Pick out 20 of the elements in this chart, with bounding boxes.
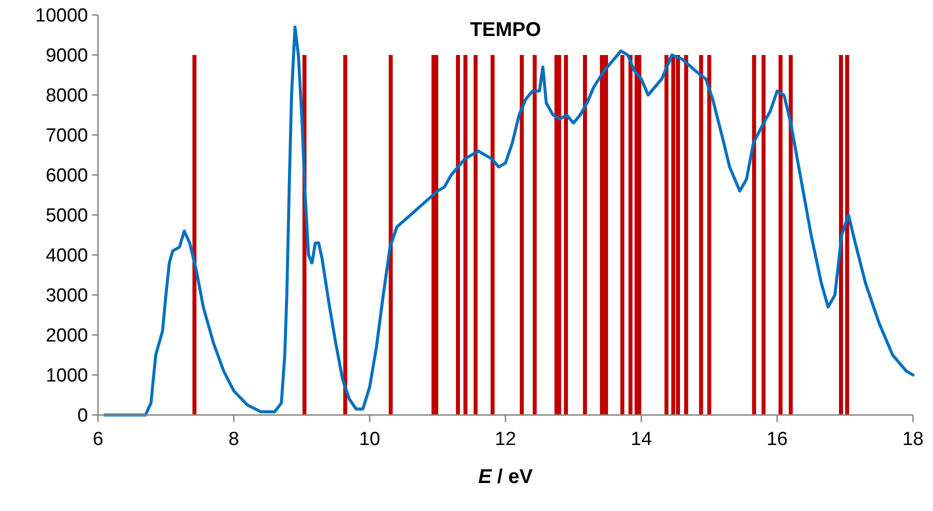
x-tick-label: 16 — [766, 429, 788, 450]
x-tick-label: 6 — [92, 429, 104, 450]
x-tick-label: 8 — [228, 429, 240, 450]
y-tick-label: 2000 — [46, 326, 88, 347]
y-tick-label: 7000 — [46, 126, 88, 147]
x-tick-label: 12 — [494, 429, 516, 450]
y-tick-label: 5000 — [46, 206, 88, 227]
y-tick-label: 6000 — [46, 166, 88, 187]
x-tick-label: 18 — [902, 429, 924, 450]
y-tick-label: 9000 — [46, 46, 88, 67]
chart-title: TEMPO — [470, 19, 542, 41]
x-axis-title: E / eV — [478, 466, 534, 488]
y-tick-label: 8000 — [46, 86, 88, 107]
y-tick-label: 10000 — [35, 6, 88, 27]
x-tick-label: 10 — [359, 429, 380, 450]
y-tick-label: 1000 — [46, 366, 88, 387]
y-tick-label: 0 — [77, 406, 88, 427]
y-tick-label: 4000 — [46, 246, 88, 267]
y-tick-label: 3000 — [46, 286, 88, 307]
x-tick-label: 14 — [630, 429, 652, 450]
